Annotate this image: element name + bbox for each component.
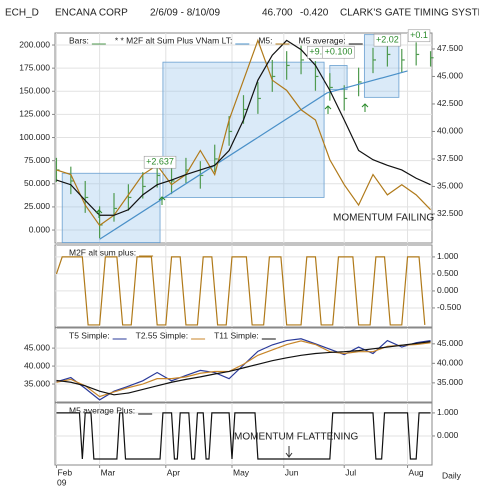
- y2-tick-label: 1.000: [437, 251, 459, 261]
- x-tick-label: Aug: [409, 467, 424, 477]
- symbol: ECH_D: [5, 8, 39, 19]
- y2-tick-label: 0.000: [437, 430, 459, 440]
- y2-tick-label: 32.500: [437, 208, 463, 218]
- series-line: [56, 340, 431, 398]
- y2-tick-label: 40.000: [437, 358, 463, 368]
- legend-label: M5 average Plus:: [69, 405, 135, 415]
- x-tick-label: Apr: [167, 467, 180, 477]
- date-range: 2/6/09 - 8/10/09: [150, 8, 220, 19]
- series-line: [55, 256, 426, 326]
- annotation: +2.02: [376, 35, 399, 45]
- legend-label: * * M2F alt Sum Plus VNam LT:: [115, 35, 232, 45]
- legend-label: M5:: [258, 35, 272, 45]
- y2-tick-label: 45.000: [437, 338, 463, 348]
- y2-tick-label: 45.000: [437, 71, 463, 81]
- y2-tick-label: 0.000: [437, 285, 459, 295]
- system-name: CLARK'S GATE TIMING SYSTEM ©: [340, 8, 479, 19]
- signal-zone: [61, 172, 161, 243]
- x-tick-label: Jul: [345, 467, 356, 477]
- legend-label: M2F alt sum plus:: [69, 247, 136, 257]
- legend-label: Bars:: [69, 35, 89, 45]
- legend-label: M5 average:: [298, 35, 345, 45]
- annotation: +0.1: [410, 30, 428, 40]
- legend-label: T5 Simple:: [69, 330, 110, 340]
- legend-label: T2.55 Simple:: [136, 330, 188, 340]
- y2-tick-label: 47.500: [437, 43, 463, 53]
- legend-label: T11 Simple:: [214, 330, 259, 340]
- annotation: +2.637: [146, 157, 174, 167]
- y-tick-label: 150.000: [19, 86, 50, 96]
- last-price: 46.700: [262, 8, 293, 19]
- y-tick-label: 125.000: [19, 109, 50, 119]
- price-change: -0.420: [300, 8, 329, 19]
- x-tick-label: May: [233, 467, 250, 477]
- annotation-box: [322, 45, 355, 59]
- x-tick-label: Jun: [285, 467, 299, 477]
- y2-tick-label: 1.000: [437, 407, 459, 417]
- y2-tick-label: 35.000: [437, 181, 463, 191]
- y-tick-label: 200.000: [19, 39, 50, 49]
- company-name: ENCANA CORP: [55, 8, 128, 19]
- signal-zone: [162, 61, 325, 198]
- series-line: [56, 412, 431, 460]
- y-tick-label: 50.000: [24, 178, 50, 188]
- y-tick-label: 175.000: [19, 62, 50, 72]
- annotation-box: [407, 29, 431, 43]
- y2-tick-label: 40.000: [437, 126, 463, 136]
- annotation-box: [143, 155, 177, 169]
- annotation: +9.5: [309, 47, 327, 57]
- y2-tick-label: 35.000: [437, 377, 463, 387]
- y-tick-label: 0.000: [29, 224, 51, 234]
- y-tick-label: 100.000: [19, 132, 50, 142]
- y-tick-label: 45.000: [24, 342, 50, 352]
- panel: [54, 244, 433, 328]
- series-line: [56, 39, 431, 216]
- annotation-box: [373, 33, 402, 47]
- y2-tick-label: 0.500: [437, 268, 459, 278]
- y-tick-label: 25.000: [24, 201, 50, 211]
- annotation: +0.100: [325, 47, 353, 57]
- y2-tick-label: 42.500: [437, 98, 463, 108]
- series-line: [56, 38, 431, 227]
- y2-tick-label: 37.500: [437, 153, 463, 163]
- series-line: [99, 70, 408, 240]
- y2-tick-label: -0.500: [437, 302, 461, 312]
- x-tick-label: Mar: [101, 467, 116, 477]
- y-tick-label: 35.000: [24, 378, 50, 388]
- series-line: [56, 341, 431, 396]
- y-tick-label: 75.000: [24, 155, 50, 165]
- y-tick-label: 40.000: [24, 360, 50, 370]
- x-tick-label: Feb: [57, 467, 72, 477]
